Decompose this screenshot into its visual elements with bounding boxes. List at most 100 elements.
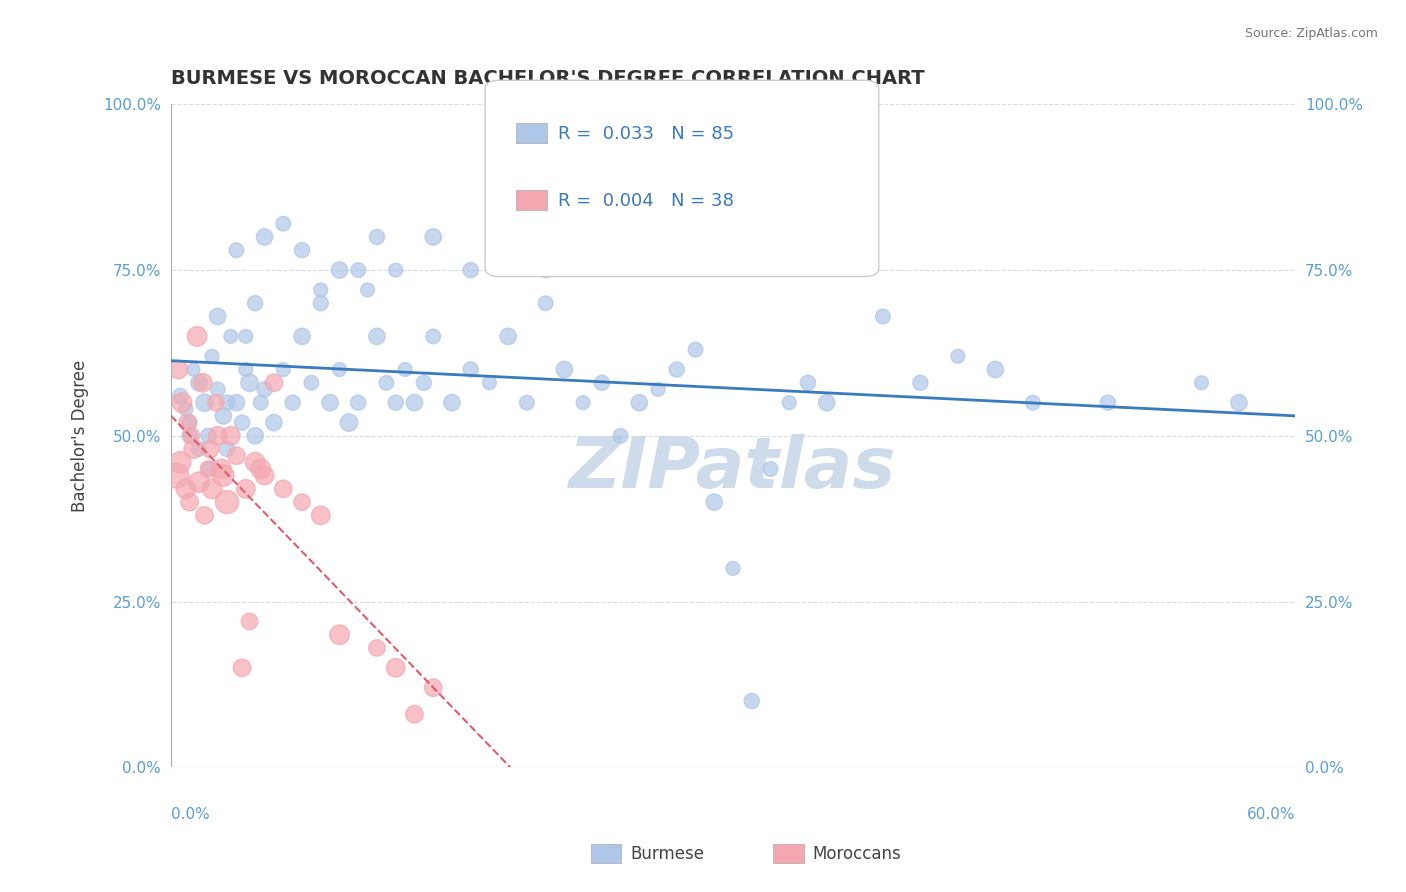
Point [375,376,398,390]
Point [309,283,332,297]
Point [460,362,482,376]
Point [347,395,370,409]
Point [238,376,260,390]
Point [685,343,707,357]
Point [197,462,219,476]
Point [759,462,782,476]
Point [422,230,444,244]
Text: BURMESE VS MOROCCAN BACHELOR'S DEGREE CORRELATION CHART: BURMESE VS MOROCCAN BACHELOR'S DEGREE CO… [172,69,925,87]
Point [194,395,217,409]
Point [169,455,191,469]
Point [271,362,294,376]
Text: Moroccans: Moroccans [813,845,901,863]
Point [179,416,201,430]
Point [205,395,228,409]
Point [174,482,197,496]
Point [281,395,304,409]
Point [271,217,294,231]
Point [328,628,350,642]
Point [235,362,257,376]
Point [291,329,314,343]
Point [721,561,744,575]
Point [271,482,294,496]
Point [366,640,388,655]
Point [235,329,257,343]
Point [172,395,194,409]
Point [516,395,538,409]
Point [201,349,224,363]
Point [1191,376,1213,390]
Point [167,362,190,376]
Point [243,429,266,443]
Point [179,429,201,443]
Point [1097,395,1119,409]
Point [328,362,350,376]
Point [309,296,332,310]
Point [188,376,211,390]
Point [188,442,211,456]
Point [291,243,314,257]
Point [534,296,557,310]
Point [496,329,519,343]
Point [647,383,669,397]
Point [225,395,247,409]
Text: 60.0%: 60.0% [1247,807,1295,822]
Point [209,462,232,476]
Point [478,376,501,390]
Point [384,661,406,675]
Point [215,395,238,409]
Point [872,310,894,324]
Point [179,495,201,509]
Point [553,362,575,376]
Point [235,482,257,496]
Point [243,455,266,469]
Point [231,416,253,430]
Point [186,329,208,343]
Point [215,495,238,509]
Point [356,283,378,297]
Point [253,230,276,244]
Text: 0.0%: 0.0% [172,807,209,822]
Point [253,383,276,397]
Text: R =  0.033   N = 85: R = 0.033 N = 85 [558,125,734,143]
Point [291,495,314,509]
Point [741,694,763,708]
Point [309,508,332,523]
Point [337,416,360,430]
Point [212,409,235,423]
Point [797,376,820,390]
Point [188,475,211,490]
Point [263,416,285,430]
Point [394,362,416,376]
Point [422,329,444,343]
Point [166,468,188,483]
Y-axis label: Bachelor's Degree: Bachelor's Degree [72,359,89,512]
Point [1022,395,1045,409]
Point [212,468,235,483]
Point [460,263,482,277]
Point [263,376,285,390]
Point [243,296,266,310]
Point [366,230,388,244]
Point [225,449,247,463]
Point [910,376,932,390]
Point [984,362,1007,376]
Point [200,442,222,456]
Text: Source: ZipAtlas.com: Source: ZipAtlas.com [1244,27,1378,40]
Point [194,508,217,523]
Point [207,310,229,324]
Point [703,495,725,509]
Point [207,429,229,443]
Point [299,376,322,390]
Point [366,329,388,343]
Point [572,395,595,409]
Point [180,429,202,443]
Point [207,383,229,397]
Text: Burmese: Burmese [630,845,704,863]
Point [238,615,260,629]
Point [609,429,631,443]
Point [412,376,434,390]
Point [404,395,426,409]
Point [665,362,688,376]
Point [591,376,613,390]
